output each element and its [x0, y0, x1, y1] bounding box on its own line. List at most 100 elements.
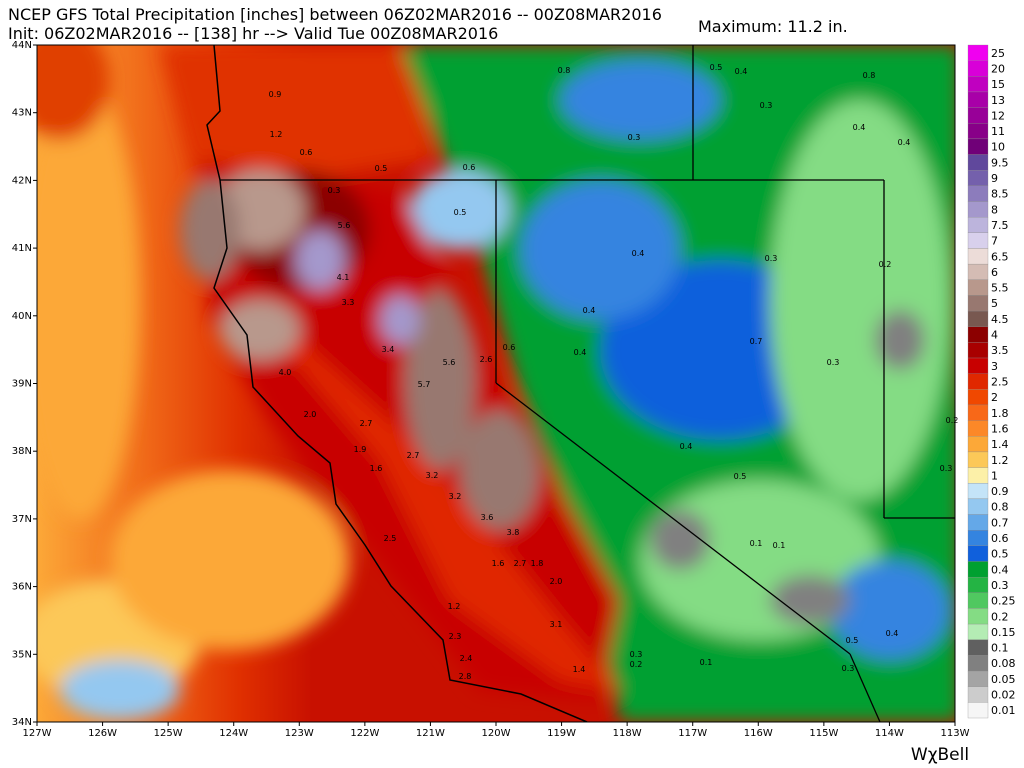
- legend-swatch: [967, 420, 989, 437]
- map-value-label: 4.1: [337, 273, 350, 282]
- map-value-label: 0.4: [735, 67, 748, 76]
- legend-swatch: [967, 436, 989, 453]
- legend-swatch: [967, 592, 989, 609]
- map-value-label: 0.6: [463, 163, 476, 172]
- map-value-label: 5.7: [418, 380, 431, 389]
- legend-label: 0.9: [991, 485, 1009, 498]
- map-value-label: 0.3: [940, 464, 953, 473]
- legend-swatch: [967, 295, 989, 312]
- legend-label: 0.3: [991, 579, 1009, 592]
- legend-label: 0.01: [991, 704, 1016, 717]
- legend-label: 10: [991, 141, 1005, 154]
- map-value-label: 0.9: [269, 90, 282, 99]
- lon-label: 124W: [219, 728, 248, 739]
- legend-label: 8: [991, 203, 998, 216]
- map-value-label: 0.5: [454, 208, 467, 217]
- lat-label: 39N: [12, 379, 32, 390]
- map-value-label: 0.1: [700, 658, 713, 667]
- map-value-label: 0.6: [300, 148, 313, 157]
- map-value-label: 2.5: [384, 534, 397, 543]
- legend-label: 1.2: [991, 454, 1009, 467]
- legend-label: 2: [991, 391, 998, 404]
- legend-label: 6: [991, 266, 998, 279]
- title-line-1: NCEP GFS Total Precipitation [inches] be…: [8, 5, 662, 24]
- legend-swatch: [967, 201, 989, 218]
- legend-label: 4: [991, 329, 998, 342]
- legend-label: 1: [991, 469, 998, 482]
- legend-swatch: [967, 483, 989, 500]
- lon-label: 120W: [482, 728, 511, 739]
- legend-swatch: [967, 91, 989, 108]
- maximum: Maximum: 11.2 in.: [698, 17, 848, 36]
- lon-label: 119W: [547, 728, 576, 739]
- lat-label: 44N: [12, 40, 32, 51]
- legend-label: 0.25: [991, 595, 1016, 608]
- map-value-label: 0.3: [760, 101, 773, 110]
- legend-label: 25: [991, 47, 1005, 60]
- map-value-label: 0.7: [750, 337, 763, 346]
- legend-label: 0.5: [991, 548, 1009, 561]
- legend-swatch: [967, 623, 989, 640]
- map-value-label: 0.5: [734, 472, 747, 481]
- map-value-label: 0.2: [630, 660, 643, 669]
- map-value-label: 0.4: [583, 306, 596, 315]
- legend-label: 1.6: [991, 422, 1009, 435]
- map-value-label: 2.7: [514, 559, 527, 568]
- legend-swatch: [967, 326, 989, 343]
- map-value-label: 1.6: [370, 464, 383, 473]
- lat-label: 43N: [12, 108, 32, 119]
- legend-label: 13: [991, 94, 1005, 107]
- legend-label: 9.5: [991, 156, 1009, 169]
- legend-swatch: [967, 670, 989, 687]
- legend-swatch: [967, 514, 989, 531]
- map-value-label: 0.4: [680, 442, 693, 451]
- map-value-label: 0.3: [628, 133, 641, 142]
- map-value-label: 1.2: [448, 602, 461, 611]
- legend-swatch: [967, 107, 989, 124]
- map-value-label: 4.0: [279, 368, 292, 377]
- map-value-label: 0.4: [574, 348, 587, 357]
- legend-label: 9: [991, 172, 998, 185]
- legend-swatch: [967, 232, 989, 249]
- legend-swatch: [967, 498, 989, 515]
- legend-swatch: [967, 138, 989, 155]
- legend-label: 0.7: [991, 516, 1009, 529]
- lon-label: 117W: [678, 728, 707, 739]
- legend-label: 3.5: [991, 344, 1009, 357]
- map-value-label: 0.5: [375, 164, 388, 173]
- lat-label: 36N: [12, 582, 32, 593]
- map-value-label: 2.0: [550, 577, 563, 586]
- lon-label: 123W: [285, 728, 314, 739]
- map-value-label: 1.9: [354, 445, 367, 454]
- legend-swatch: [967, 342, 989, 359]
- lon-label: 126W: [88, 728, 117, 739]
- legend-label: 0.15: [991, 626, 1016, 639]
- legend-label: 11: [991, 125, 1005, 138]
- map-value-label: 2.6: [480, 355, 493, 364]
- legend-label: 5: [991, 297, 998, 310]
- map-value-label: 3.8: [507, 528, 520, 537]
- map-value-label: 2.4: [460, 654, 473, 663]
- lon-label: 127W: [23, 728, 52, 739]
- map-value-label: 3.3: [342, 298, 355, 307]
- map-value-label: 3.2: [449, 492, 462, 501]
- legend-swatch: [967, 373, 989, 390]
- map-value-label: 5.6: [338, 221, 351, 230]
- map-value-label: 2.3: [449, 632, 462, 641]
- map-value-label: 1.4: [573, 665, 586, 674]
- map-value-label: 0.8: [558, 66, 571, 75]
- legend-swatch: [967, 154, 989, 171]
- lon-label: 114W: [875, 728, 904, 739]
- legend-swatch: [967, 170, 989, 187]
- map-value-label: 0.4: [898, 138, 911, 147]
- lon-label: 118W: [613, 728, 642, 739]
- legend-label: 0.05: [991, 673, 1016, 686]
- map-value-label: 0.5: [710, 63, 723, 72]
- lat-label: 37N: [12, 514, 32, 525]
- legend-label: 3: [991, 360, 998, 373]
- map-value-label: 0.2: [879, 260, 892, 269]
- legend-label: 12: [991, 109, 1005, 122]
- lon-label: 115W: [809, 728, 838, 739]
- map-value-label: 0.4: [632, 249, 645, 258]
- legend-swatch: [967, 357, 989, 374]
